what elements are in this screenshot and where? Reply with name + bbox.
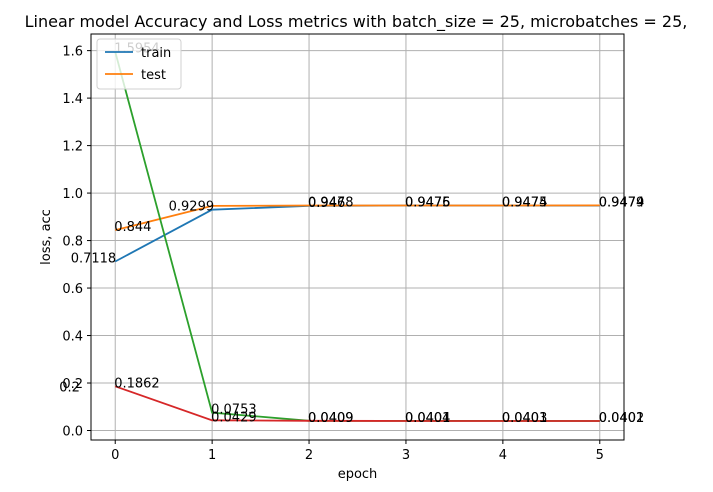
data-label: 0.0401	[405, 411, 451, 426]
data-label: 0.9479	[599, 195, 645, 210]
stray-label: 0.2	[59, 380, 80, 395]
data-label: 0.9474	[502, 196, 548, 211]
legend-label: test	[141, 68, 166, 83]
series-lines	[114, 51, 600, 422]
data-label: 0.0403	[502, 411, 548, 426]
x-tick-label: 3	[402, 448, 410, 463]
data-label: 0.9475	[405, 196, 451, 211]
x-tick-label: 2	[305, 448, 313, 463]
y-tick-label: 1.6	[62, 45, 83, 60]
grid-lines	[91, 34, 624, 440]
y-tick-label: 1.2	[62, 140, 83, 155]
data-label: 0.1862	[114, 376, 159, 391]
y-tick-label: 0.0	[62, 425, 83, 440]
legend-label: train	[141, 46, 171, 61]
data-label: 0.0401	[599, 411, 645, 426]
data-label: 0.7118	[71, 252, 117, 267]
y-tick-label: 1.4	[62, 92, 83, 107]
legend: train test	[96, 38, 182, 90]
data-label: 0.0402	[599, 411, 645, 426]
x-tick-label: 5	[596, 448, 604, 463]
series-line	[114, 51, 600, 422]
y-axis-label: loss, acc	[39, 209, 54, 265]
series-line	[114, 204, 600, 231]
x-tick-label: 0	[111, 448, 119, 463]
data-label: 0.9475	[502, 196, 548, 211]
plot-frame	[90, 33, 625, 441]
data-label: 0.0401	[502, 411, 548, 426]
data-label: 0.9478	[308, 195, 354, 210]
y-tick-label: 1.0	[62, 187, 83, 202]
data-label: 0.0753	[211, 403, 256, 418]
data-label: 0.9299	[169, 200, 215, 215]
data-label: 0.9476	[405, 196, 451, 211]
data-label: 0.0409	[308, 411, 354, 426]
y-tick-label: 0.8	[62, 235, 83, 250]
data-label: 0.9474	[599, 196, 645, 211]
data-label: 0.0409	[308, 411, 354, 426]
chart-title: Linear model Accuracy and Loss metrics w…	[25, 12, 688, 32]
x-tick-label: 1	[208, 448, 216, 463]
y-tick-label: 0.4	[62, 330, 83, 345]
data-label: 0.844	[114, 220, 151, 235]
axis-ticks: 0 1 2 3 4 5 0.0 0.2 0.4 0.6 0.8 1.0 1.2 1.4 1.6	[62, 45, 604, 463]
y-tick-label: 0.2	[62, 377, 83, 392]
series-line	[114, 385, 600, 422]
data-label: 0.0404	[405, 411, 451, 426]
data-label: 0.946	[308, 196, 345, 211]
y-tick-label: 0.6	[62, 282, 83, 297]
data-label: 0.0429	[211, 410, 256, 425]
x-axis-label: epoch	[338, 467, 378, 482]
x-tick-label: 4	[499, 448, 507, 463]
